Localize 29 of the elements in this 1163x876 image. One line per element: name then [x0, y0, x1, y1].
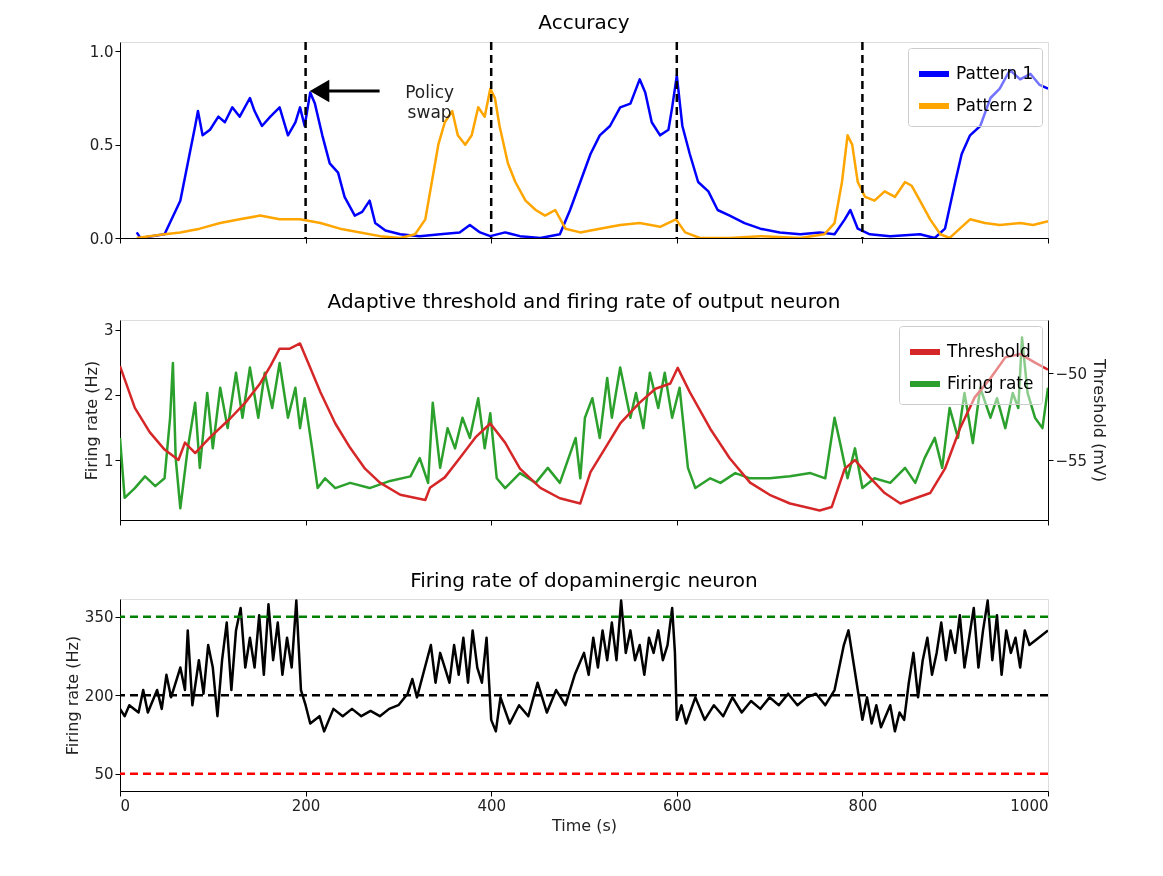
chart-title: Accuracy	[538, 9, 630, 34]
y-tick-label: 350	[84, 608, 114, 627]
annotation: Policy swap	[405, 82, 455, 122]
x-tick-label: 600	[662, 796, 692, 815]
y-tick-label: 50	[94, 765, 114, 784]
y-tick-label: 0.5	[89, 136, 114, 155]
x-tick-label: 800	[848, 796, 878, 815]
y-tick-label: 1	[103, 451, 114, 470]
x-tick-label: 0	[120, 796, 131, 815]
y-tick-label: 200	[84, 686, 114, 705]
y2-tick-label: −50	[1055, 364, 1088, 383]
y-tick-label: 1.0	[89, 42, 114, 61]
x-tick-label: 400	[477, 796, 507, 815]
x-tick-label: 1000	[1010, 796, 1049, 815]
legend-label: Pattern 2	[956, 95, 1034, 115]
y-axis-title: Firing rate (Hz)	[62, 635, 82, 756]
y-tick-label: 0.0	[89, 229, 114, 248]
y2-axis-title: Threshold (mV)	[1090, 358, 1110, 482]
legend-label: Firing rate	[947, 373, 1034, 393]
y-axis-title: Firing rate (Hz)	[81, 360, 101, 481]
y-tick-label: 2	[103, 386, 114, 405]
chart-title: Adaptive threshold and firing rate of output neuron	[327, 289, 841, 313]
y2-tick-label: −55	[1055, 451, 1088, 470]
x-tick-label: 200	[291, 796, 321, 815]
legend-label: Pattern 1	[956, 63, 1034, 83]
legend-label: Threshold	[946, 341, 1031, 361]
x-axis-title: Time (s)	[550, 815, 618, 835]
chart-title: Firing rate of dopaminergic neuron	[410, 568, 758, 592]
y-tick-label: 3	[103, 321, 114, 340]
